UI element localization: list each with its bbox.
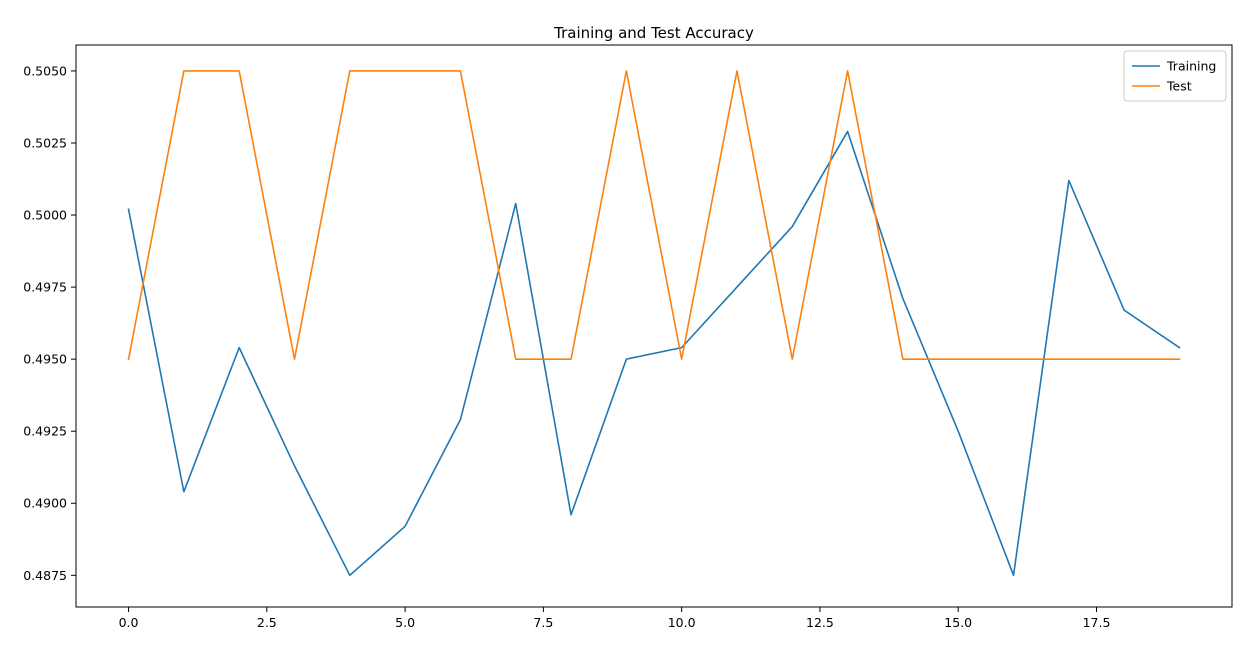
x-tick-label: 12.5 bbox=[806, 615, 834, 630]
x-tick-label: 2.5 bbox=[257, 615, 277, 630]
x-tick-label: 7.5 bbox=[533, 615, 553, 630]
x-tick-label: 10.0 bbox=[668, 615, 696, 630]
y-tick-label: 0.5000 bbox=[23, 208, 67, 223]
y-tick-label: 0.4900 bbox=[23, 496, 67, 511]
x-tick-label: 15.0 bbox=[944, 615, 972, 630]
legend-label-training: Training bbox=[1166, 59, 1216, 74]
y-tick-label: 0.5050 bbox=[23, 63, 67, 78]
legend: Training Test bbox=[1123, 50, 1227, 102]
y-tick-label: 0.5025 bbox=[23, 135, 67, 150]
series-lines bbox=[127, 70, 1181, 577]
x-tick-label: 17.5 bbox=[1083, 615, 1111, 630]
chart-title: Training and Test Accuracy bbox=[553, 24, 754, 42]
y-tick-label: 0.4925 bbox=[23, 424, 67, 439]
y-tick-label: 0.4875 bbox=[23, 568, 67, 583]
x-tick-label: 0.0 bbox=[119, 615, 139, 630]
y-tick-label: 0.4975 bbox=[23, 280, 67, 295]
series-line-training bbox=[127, 130, 1181, 577]
legend-label-test: Test bbox=[1166, 79, 1192, 94]
series-line-test bbox=[127, 70, 1181, 361]
legend-box bbox=[1123, 50, 1227, 102]
axes: 0.0 2.5 5.0 7.5 10.0 12.5 15.0 17.5 0.4875 0.4900… bbox=[23, 63, 1110, 630]
plot-frame bbox=[75, 44, 1233, 608]
y-tick-label: 0.4950 bbox=[23, 352, 67, 367]
x-tick-label: 5.0 bbox=[395, 615, 415, 630]
